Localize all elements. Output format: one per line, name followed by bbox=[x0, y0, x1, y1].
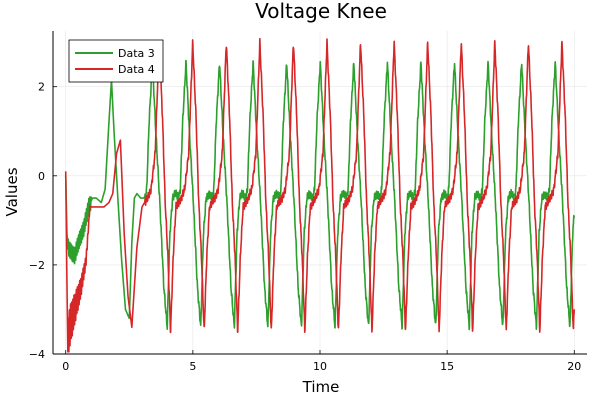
x-tick-label: 20 bbox=[567, 360, 581, 373]
y-tick-label: 2 bbox=[38, 81, 45, 94]
y-tick-label: −2 bbox=[29, 259, 45, 272]
series-lines bbox=[64, 37, 576, 353]
x-tick-label: 15 bbox=[440, 360, 454, 373]
series-line-2 bbox=[64, 37, 576, 353]
chart-title: Voltage Knee bbox=[255, 0, 387, 23]
y-tick-label: −4 bbox=[29, 348, 45, 361]
legend: Data 3 Data 4 bbox=[68, 39, 164, 83]
legend-label: Data 4 bbox=[118, 63, 155, 76]
axes: 0 5 10 15 20 −4 −2 0 2 bbox=[29, 31, 587, 373]
series-line-1 bbox=[64, 59, 576, 331]
legend-box bbox=[68, 39, 164, 83]
x-tick-label: 10 bbox=[313, 360, 327, 373]
y-axis-title: Values bbox=[3, 167, 21, 216]
x-tick-label: 5 bbox=[189, 360, 196, 373]
legend-label: Data 3 bbox=[118, 47, 155, 60]
y-tick-label: 0 bbox=[38, 170, 45, 183]
x-axis-title: Time bbox=[302, 378, 340, 396]
x-tick-label: 0 bbox=[62, 360, 69, 373]
